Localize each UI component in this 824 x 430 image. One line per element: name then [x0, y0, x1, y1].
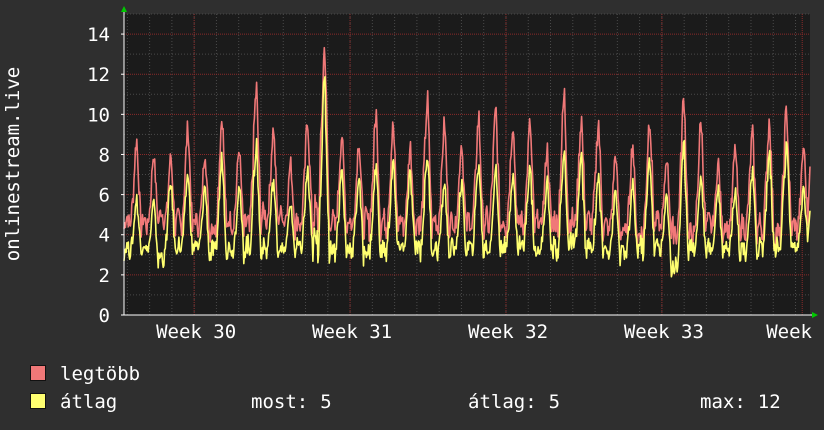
x-tick-label: Week 32	[468, 321, 548, 343]
stat-now-label: most:	[251, 391, 309, 413]
stat-now-value: 5	[320, 391, 332, 413]
y-tick-label: 0	[99, 305, 110, 327]
y-tick-label: 12	[87, 64, 110, 86]
y-tick-label: 10	[87, 104, 110, 126]
grid-major	[124, 14, 810, 315]
legend-swatch-avg	[30, 393, 46, 409]
x-tick-label: Week 33	[624, 321, 704, 343]
stat-avg: átlag: 5	[468, 390, 560, 414]
series-layer	[123, 46, 811, 278]
chart-svg: 0 2 4 6 8 10 12 14 Week 30 Week 31 Week 32 Week 33…	[2, 6, 818, 343]
y-tick-label: 2	[99, 265, 110, 287]
series-line-max	[123, 46, 811, 251]
y-tick-label: 8	[99, 144, 110, 166]
stat-max-label: max:	[700, 391, 746, 413]
legend-swatch-max	[30, 365, 46, 381]
stat-max: max: 12	[700, 390, 781, 414]
y-tick-label: 14	[87, 24, 110, 46]
legend-label-avg: átlag	[60, 391, 118, 413]
stat-now: most: 5	[251, 390, 332, 414]
legend-label-max: legtöbb	[60, 363, 141, 385]
x-tick-label: Week 31	[312, 321, 392, 343]
x-tick-label: Week 30	[156, 321, 236, 343]
plot-area	[124, 14, 810, 315]
y-tick-label: 6	[99, 185, 110, 207]
y-ticks: 0 2 4 6 8 10 12 14	[87, 24, 124, 327]
stat-avg-label: átlag:	[468, 391, 537, 413]
stat-max-value: 12	[757, 391, 781, 413]
x-ticks: Week 30 Week 31 Week 32 Week 33 Week	[156, 321, 812, 343]
x-axis-arrow	[812, 312, 818, 318]
y-axis-arrow	[121, 6, 127, 12]
series-line-avg	[123, 75, 811, 278]
stat-avg-value: 5	[548, 391, 561, 413]
x-tick-label: Week	[766, 321, 812, 343]
axes	[121, 6, 818, 318]
y-tick-label: 4	[99, 225, 110, 247]
y-axis-label: onlinestream.live	[2, 67, 24, 261]
